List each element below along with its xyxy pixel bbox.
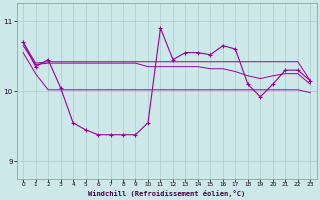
X-axis label: Windchill (Refroidissement éolien,°C): Windchill (Refroidissement éolien,°C): [88, 190, 245, 197]
